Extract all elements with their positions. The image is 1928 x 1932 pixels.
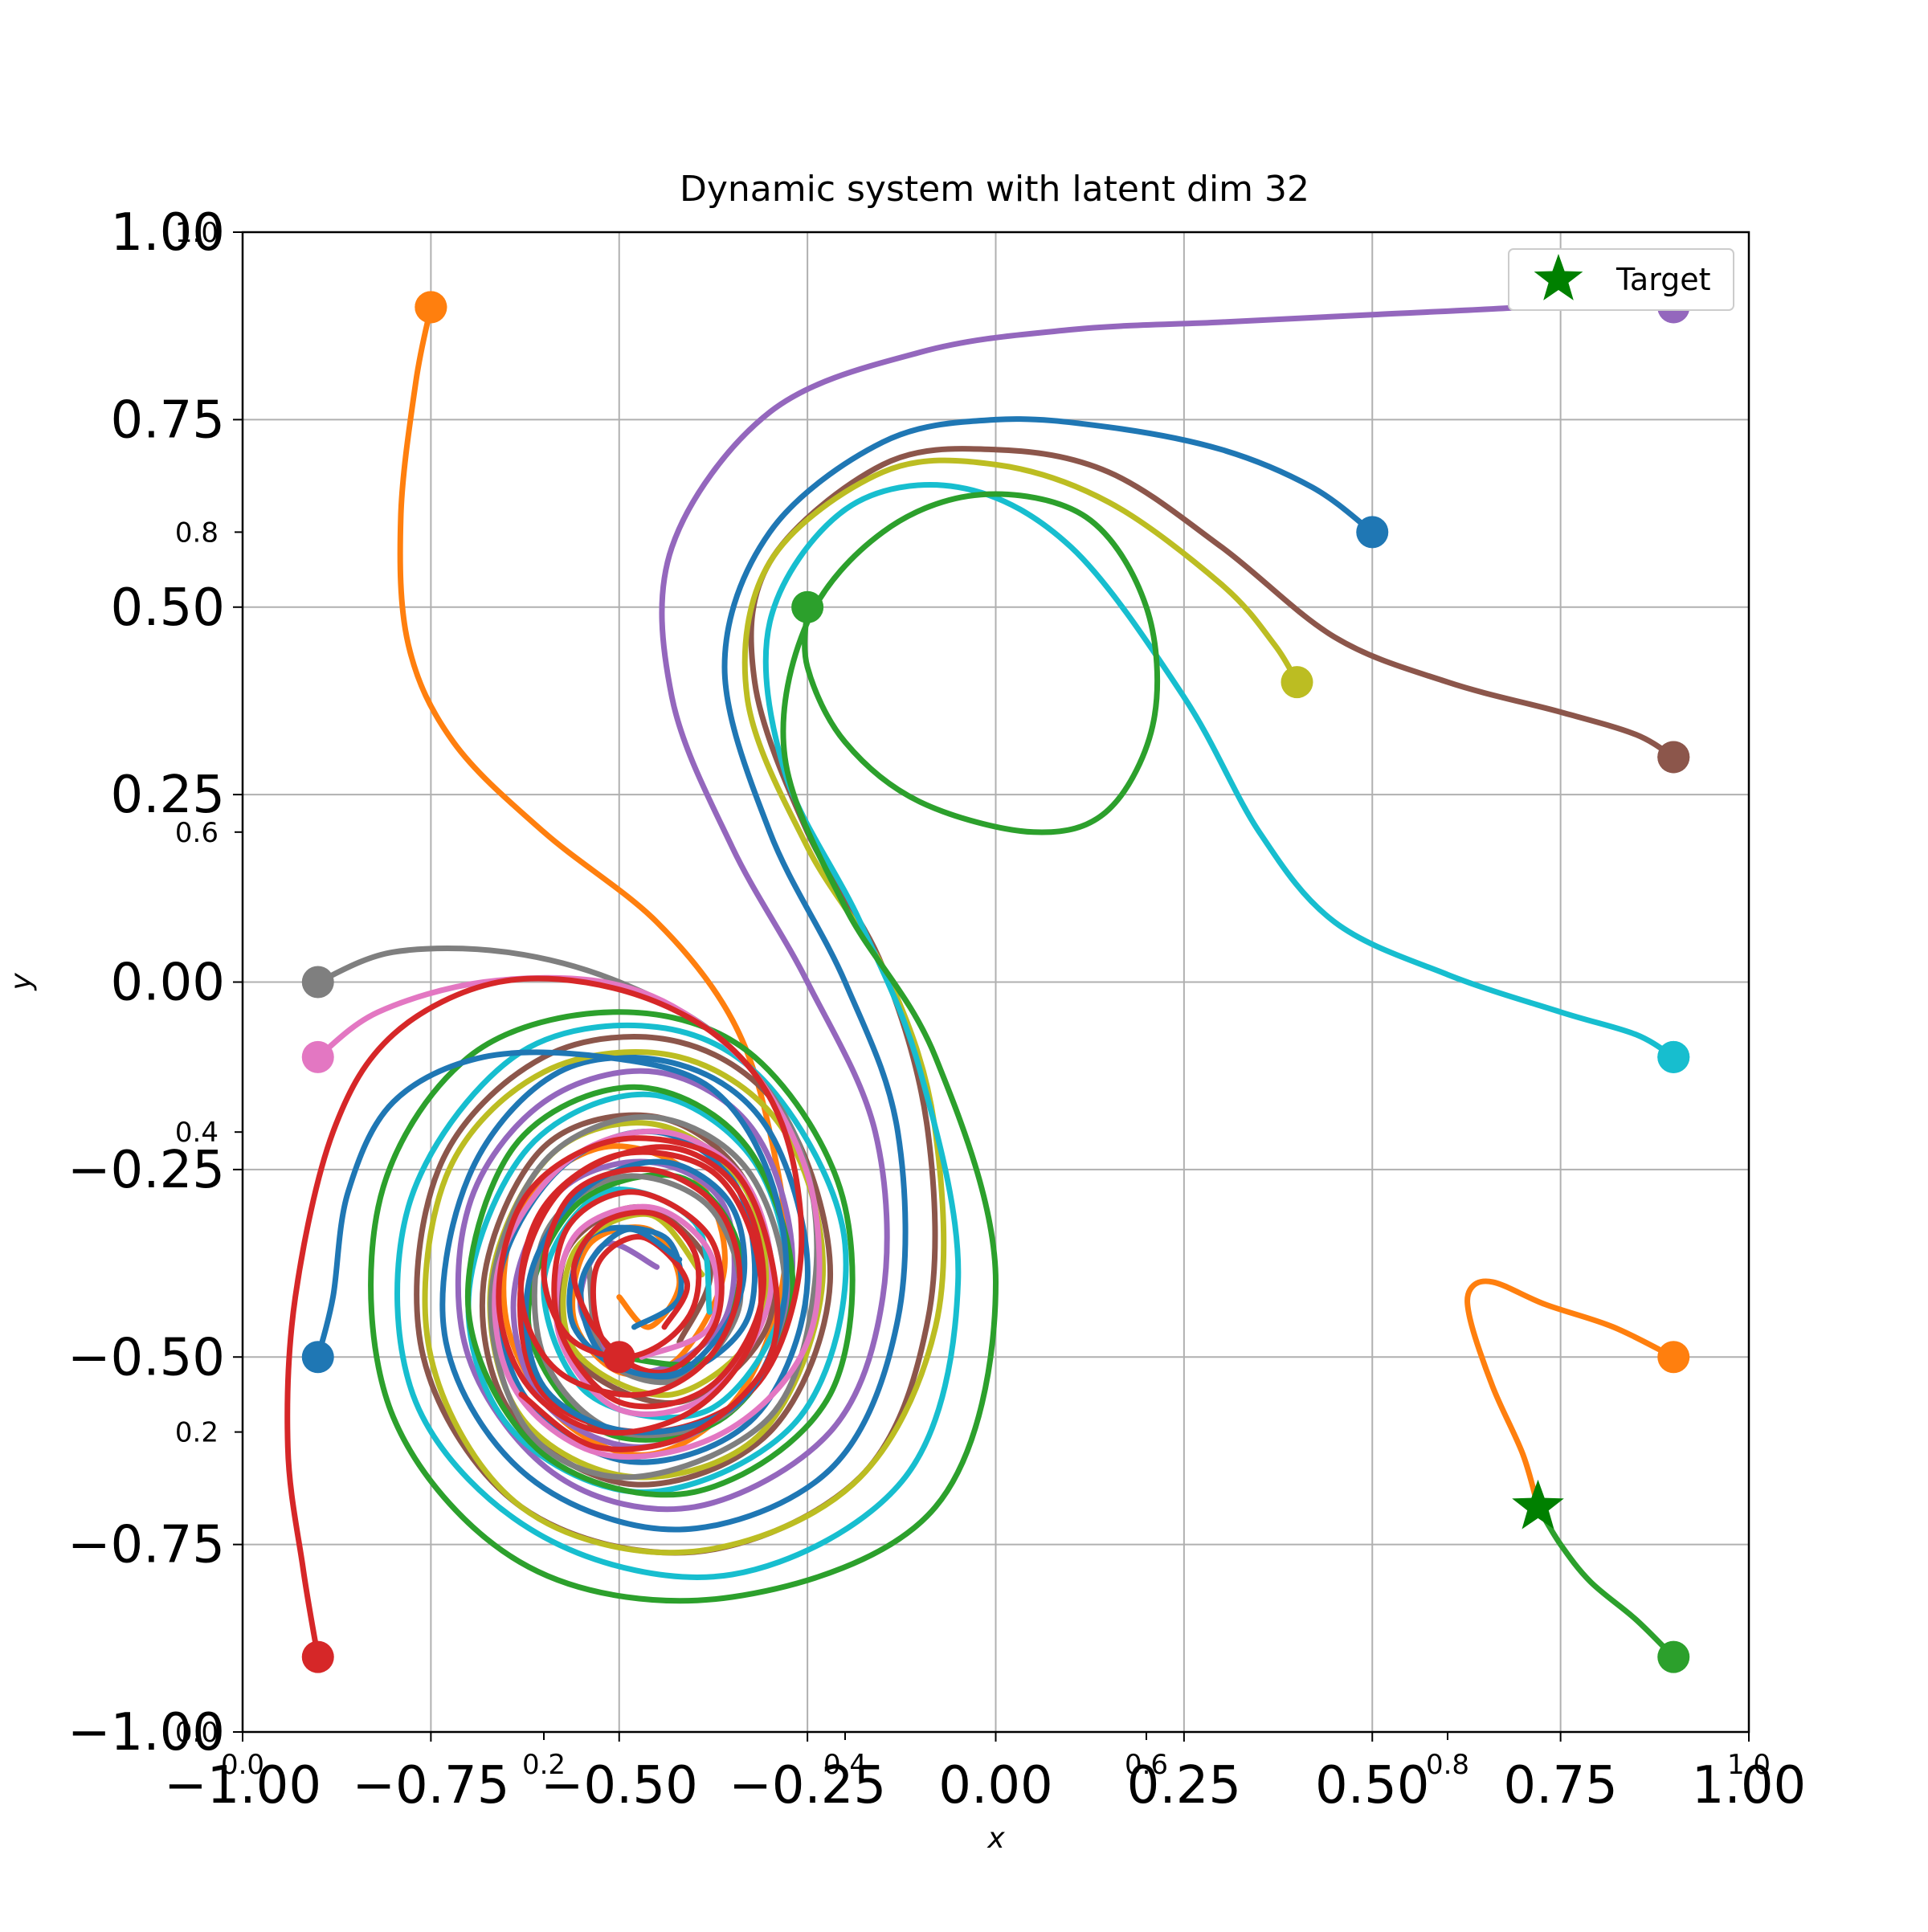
y-tick-label: 0.25 bbox=[111, 766, 226, 825]
x-tick-label: −1.00 bbox=[164, 1756, 321, 1816]
overlay-x-tick-label: 0.2 bbox=[522, 1749, 566, 1781]
trajectory-line bbox=[1464, 1278, 1677, 1510]
overlay-x-tick-label: 1.0 bbox=[1727, 1749, 1771, 1781]
start-point-marker bbox=[301, 1640, 334, 1673]
overlay-x-tick-label: 0.4 bbox=[823, 1749, 867, 1781]
legend[interactable]: Target bbox=[1508, 248, 1734, 311]
trajectory-line bbox=[1535, 1504, 1677, 1660]
legend-star-icon bbox=[1534, 254, 1583, 300]
start-point-marker bbox=[1657, 1040, 1690, 1073]
start-point-marker bbox=[1657, 741, 1690, 774]
trajectory-line bbox=[439, 416, 1375, 1533]
start-point-marker bbox=[301, 966, 334, 999]
x-tick-label: −0.25 bbox=[729, 1756, 886, 1816]
x-tick-label: 0.25 bbox=[1127, 1756, 1242, 1816]
overlay-x-tick-label: 0.0 bbox=[221, 1749, 264, 1781]
overlay-y-tick-label: 1.0 bbox=[175, 217, 219, 249]
overlay-y-tick-label: 0.2 bbox=[175, 1417, 219, 1449]
x-tick-label: −0.75 bbox=[352, 1756, 509, 1816]
y-tick-label: −1.00 bbox=[67, 1703, 225, 1762]
y-tick-label: 0.50 bbox=[111, 578, 226, 638]
y-tick-label: −0.75 bbox=[67, 1516, 225, 1575]
y-tick-label: −0.25 bbox=[67, 1141, 225, 1200]
start-point-marker bbox=[602, 1341, 635, 1374]
overlay-y-tick-label: 0.0 bbox=[175, 1717, 219, 1749]
chart-title: Dynamic system with latent dim 32 bbox=[680, 169, 1309, 210]
start-point-marker bbox=[1657, 1341, 1690, 1374]
overlay-y-tick-label: 0.4 bbox=[175, 1117, 219, 1149]
overlay-y-tick-label: 0.6 bbox=[175, 817, 219, 849]
trajectory-line bbox=[455, 296, 1677, 1513]
legend-box bbox=[1508, 248, 1734, 311]
start-point-marker bbox=[791, 590, 824, 623]
legend-label: Target bbox=[1616, 262, 1711, 297]
start-point-marker bbox=[1356, 516, 1389, 549]
start-point-marker bbox=[1281, 666, 1313, 699]
y-tick-label: 1.00 bbox=[111, 203, 226, 263]
x-tick-label: −0.50 bbox=[541, 1756, 698, 1816]
x-tick-label: 0.00 bbox=[938, 1756, 1053, 1816]
series-layer bbox=[284, 296, 1677, 1660]
y-tick-label: 0.75 bbox=[111, 390, 226, 450]
x-tick-label: 0.75 bbox=[1503, 1756, 1618, 1816]
grid-layer bbox=[242, 231, 1750, 1733]
overlay-y-tick-label: 0.8 bbox=[175, 517, 219, 549]
y-axis-label: y bbox=[5, 973, 38, 991]
target-star-marker bbox=[1512, 1479, 1564, 1530]
start-point-marker bbox=[301, 1341, 334, 1374]
y-tick-label: −0.50 bbox=[67, 1328, 225, 1387]
y-tick-label: 0.00 bbox=[111, 954, 226, 1013]
overlay-x-tick-label: 0.6 bbox=[1125, 1749, 1168, 1781]
x-tick-label: 1.00 bbox=[1692, 1756, 1807, 1816]
x-tick-label: 0.50 bbox=[1315, 1756, 1430, 1816]
trajectory-line bbox=[496, 1135, 781, 1452]
start-point-marker bbox=[301, 1040, 334, 1073]
start-point-marker bbox=[415, 291, 447, 324]
ticks-layer: −1.00−1.00 −0.75 −0.75 −0.50 −0.50 −0.25 −0.25… bbox=[67, 203, 1806, 1816]
start-point-marker bbox=[1657, 1640, 1690, 1673]
x-axis-label: x bbox=[986, 1822, 1005, 1855]
overlay-x-tick-label: 0.8 bbox=[1426, 1749, 1469, 1781]
